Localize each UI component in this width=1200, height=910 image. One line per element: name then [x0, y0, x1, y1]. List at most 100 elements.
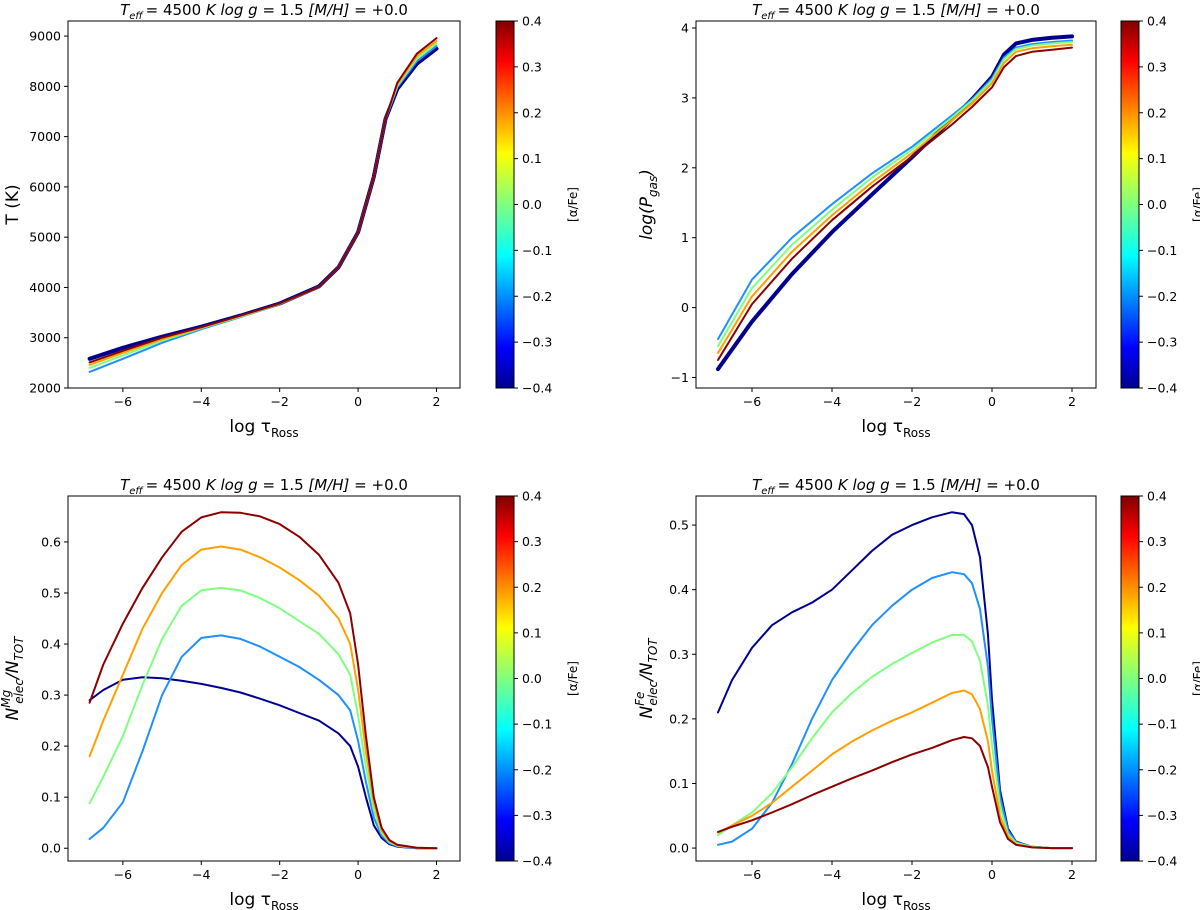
plot-frame — [67, 495, 461, 862]
colorbar — [1120, 20, 1140, 389]
plot-frame — [695, 495, 1097, 862]
series-group — [716, 34, 1074, 372]
series-line-alpha-0p2 — [717, 43, 1073, 354]
series-line-alpha-0 — [717, 41, 1073, 348]
colorbar-tick-label: −0.4 — [522, 381, 552, 396]
colorbar-tick-label: 0.3 — [522, 59, 542, 74]
x-tick-label: −4 — [192, 867, 210, 882]
x-tick-label: −2 — [903, 867, 921, 882]
y-tick-label: 2 — [681, 160, 689, 175]
colorbar-tick-label: −0.3 — [1147, 335, 1177, 350]
x-tick-label: −6 — [114, 867, 132, 882]
y-tick-label: 8000 — [29, 79, 61, 94]
series-line-alpha-m0p2 — [717, 39, 1073, 341]
x-tick-label: −6 — [114, 394, 132, 409]
x-tick-label: 2 — [433, 394, 441, 409]
x-axis-label: log τRoss — [229, 417, 298, 440]
colorbar-label: [α/Fe] — [566, 187, 580, 222]
colorbar-tick-label: −0.1 — [522, 243, 552, 258]
x-axis-label: log τRoss — [861, 417, 930, 440]
colorbar-tick-label: 0.3 — [522, 534, 542, 549]
x-tick-label: −2 — [270, 867, 288, 882]
y-tick-label: 0.3 — [669, 647, 689, 662]
series-line-alpha-0 — [88, 586, 438, 850]
series-line-alpha-m0p2 — [88, 45, 438, 373]
y-tick-label: 7000 — [29, 129, 61, 144]
x-axis-label: log τRoss — [229, 890, 298, 910]
colorbar-tick-label: −0.3 — [1147, 808, 1177, 823]
series-line-alpha-0 — [717, 633, 1073, 850]
panel-title: Teff = 4500 K log g = 1.5 [M/H] = +0.0 — [752, 476, 1040, 497]
y-tick-label: 0.5 — [41, 585, 61, 600]
panel-title: Teff = 4500 K log g = 1.5 [M/H] = +0.0 — [120, 476, 408, 497]
colorbar-tick-label: 0.3 — [1147, 59, 1167, 74]
y-tick-label: 0.3 — [41, 688, 61, 703]
y-tick-label: 3000 — [29, 330, 61, 345]
colorbar-tick-label: −0.4 — [1147, 381, 1177, 396]
series-line-alpha-0p4 — [88, 511, 438, 850]
series-group — [88, 511, 438, 850]
colorbar-tick-label: 0.0 — [522, 671, 542, 686]
x-tick-label: −4 — [192, 394, 210, 409]
colorbar-tick-label: 0.2 — [1147, 580, 1167, 595]
x-tick-label: −6 — [743, 867, 761, 882]
colorbar-tick-label: 0.1 — [1147, 625, 1167, 640]
colorbar-tick-label: −0.3 — [522, 808, 552, 823]
x-tick-label: 2 — [1068, 867, 1076, 882]
colorbar-tick-label: 0.1 — [1147, 151, 1167, 166]
y-tick-label: 3 — [681, 90, 689, 105]
colorbar-tick-label: 0.4 — [522, 489, 542, 504]
y-tick-label: 4000 — [29, 280, 61, 295]
y-tick-label: 9000 — [29, 29, 61, 44]
panel-mg-electrons: Teff = 4500 K log g = 1.5 [M/H] = +0.0 −6… — [0, 476, 580, 910]
colorbar-tick-label: −0.1 — [522, 717, 552, 732]
panel-title: Teff = 4500 K log g = 1.5 [M/H] = +0.0 — [752, 1, 1040, 22]
colorbar-tick-label: 0.2 — [522, 105, 542, 120]
x-tick-label: 0 — [354, 394, 362, 409]
x-tick-label: 0 — [354, 867, 362, 882]
colorbar-tick-label: 0.0 — [1147, 197, 1167, 212]
y-axis-label: NFeelec/NTOT — [633, 637, 660, 719]
x-tick-label: −6 — [743, 394, 761, 409]
y-axis-label: log(Pgas) — [637, 169, 660, 240]
colorbar-tick-label: 0.4 — [1147, 489, 1167, 504]
colorbar-tick-label: 0.4 — [1147, 14, 1167, 29]
series-line-alpha-0p4 — [717, 736, 1073, 850]
y-tick-label: 0.1 — [41, 790, 61, 805]
y-tick-label: 2000 — [29, 381, 61, 396]
colorbar-tick-label: 0.1 — [522, 151, 542, 166]
series-line-alpha-0p2 — [717, 689, 1073, 850]
series-group — [717, 511, 1073, 850]
y-tick-label: 0.2 — [41, 739, 61, 754]
x-tick-label: 2 — [1068, 394, 1076, 409]
colorbar — [495, 20, 515, 389]
x-tick-label: 0 — [988, 394, 996, 409]
y-tick-label: 0.5 — [669, 518, 689, 533]
colorbar-label: [α/Fe] — [1191, 661, 1200, 696]
y-axis-label: NMgelec/NTOT — [0, 635, 26, 721]
plot-frame — [695, 20, 1097, 389]
y-tick-label: 0.4 — [669, 582, 689, 597]
y-tick-label: 0.6 — [41, 534, 61, 549]
y-tick-label: 0.0 — [41, 841, 61, 856]
series-line-alpha-m0p4 — [88, 676, 438, 850]
colorbar-tick-label: 0.3 — [1147, 534, 1167, 549]
series-line-alpha-0 — [88, 42, 438, 369]
x-tick-label: −2 — [270, 394, 288, 409]
plot-frame — [67, 20, 461, 389]
colorbar — [495, 495, 515, 862]
y-tick-label: 1 — [681, 230, 689, 245]
colorbar-label: [α/Fe] — [566, 661, 580, 696]
colorbar-tick-label: −0.4 — [1147, 854, 1177, 869]
y-tick-label: 6000 — [29, 179, 61, 194]
colorbar-tick-label: 0.2 — [1147, 105, 1167, 120]
series-line-alpha-0p2 — [88, 545, 438, 850]
series-line-alpha-0p4 — [88, 37, 438, 364]
y-tick-label: 0 — [681, 300, 689, 315]
x-tick-label: −2 — [903, 394, 921, 409]
x-tick-label: −4 — [823, 867, 841, 882]
series-line-alpha-m0p2 — [717, 571, 1073, 850]
x-axis-label: log τRoss — [861, 890, 930, 910]
colorbar-tick-label: −0.2 — [1147, 289, 1177, 304]
